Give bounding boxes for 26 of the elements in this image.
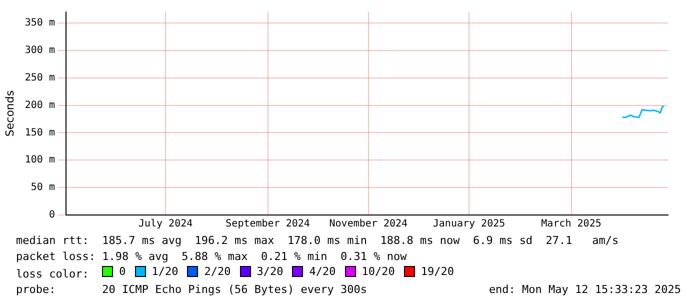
y-tick-label: 150 m [24,127,55,138]
legend-label: 2/20 [204,264,231,280]
text: probe: 20 ICMP Echo Pings (56 Bytes) every 300s [16,282,367,297]
y-tick-label: 350 m [24,18,55,29]
y-tick-label: 300 m [24,45,55,56]
x-tick-label: January 2025 [432,218,506,230]
legend-label: 1/20 [152,264,178,280]
x-tick-label: November 2024 [329,218,408,230]
text: packet loss: 1.98 % avg 5.88 % max 0.21 % min 0.31 % now [16,248,408,264]
legend-label: 4/20 [309,264,336,280]
y-tick-label: 250 m [24,72,55,84]
y-tick-label: 200 m [24,100,55,111]
legend-label: 10/20 [362,264,395,280]
x-tick-label: September 2024 [226,218,310,230]
x-tick-label: July 2024 [138,218,193,230]
text: median rtt: 185.7 ms avg 196.2 ms max 178.0 ms min 188.8 ms now 6.9 ms sd 27.1 am/s [16,233,620,248]
x-tick-label: March 2025 [541,218,602,230]
legend-label: 3/20 [256,264,284,280]
legend-title: loss color: [16,267,90,280]
y-axis-title: Seconds [3,90,16,137]
y-tick-label: 50 m [30,182,55,194]
legend-label: 0 [119,264,126,280]
y-tick-label: 0 [48,210,55,221]
legend-label: 19/20 [420,264,454,280]
text: end: Mon May 12 15:33:23 2025 [488,282,681,297]
y-tick-label: 100 m [24,154,55,166]
